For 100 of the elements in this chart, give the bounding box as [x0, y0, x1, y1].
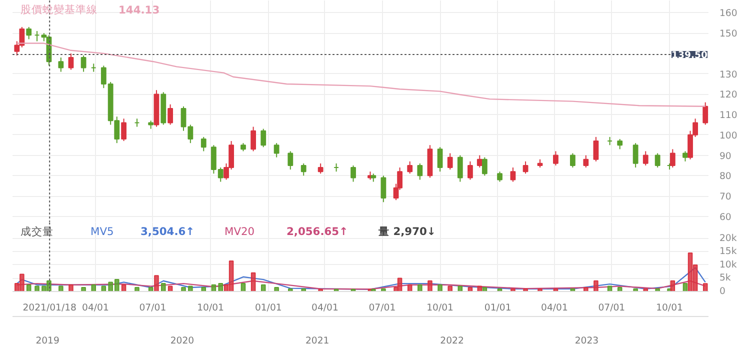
- candlestick: [350, 164, 356, 182]
- candlestick: [168, 104, 174, 126]
- y-tick-label: 5k: [720, 272, 732, 284]
- bar: [682, 283, 688, 292]
- candlestick: [497, 171, 502, 182]
- candlestick: [476, 154, 482, 168]
- candlestick: [80, 54, 86, 72]
- candlestick: [522, 160, 528, 174]
- x-tick-label: 04/01: [312, 302, 338, 314]
- y-tick-label: 160: [720, 8, 738, 20]
- ref-line-label: 139.50: [672, 50, 708, 61]
- annotation: 量 2,970↓: [378, 225, 436, 238]
- candlestick: [300, 162, 306, 176]
- annotation: 144.13: [118, 4, 160, 16]
- candlestick: [68, 52, 74, 70]
- bar: [181, 287, 186, 292]
- candlestick: [583, 154, 589, 168]
- candlestick: [407, 160, 413, 174]
- candlestick: [288, 150, 294, 170]
- bar: [477, 286, 482, 292]
- bar: [201, 287, 206, 292]
- bar: [101, 286, 106, 292]
- candlestick: [510, 167, 516, 182]
- candlestick: [417, 162, 423, 180]
- candlestick: [26, 26, 32, 40]
- candlestick: [702, 102, 708, 126]
- bar: [91, 284, 96, 292]
- ref-line-label: 2021/01/18: [22, 302, 77, 314]
- y-tick-label: 20k: [720, 232, 738, 244]
- candlestick: [642, 150, 648, 166]
- x-tick-label: 07/01: [368, 302, 396, 314]
- x-tick-label: 01/01: [484, 302, 512, 314]
- bar: [670, 280, 676, 292]
- y-tick-label: 0: [720, 286, 726, 297]
- text: MV20: [224, 225, 255, 238]
- bar: [34, 286, 40, 292]
- y-tick-label: 110: [720, 110, 738, 122]
- x2-tick-label: 2021: [305, 336, 330, 346]
- candlestick: [682, 150, 688, 162]
- candlestick: [570, 152, 576, 168]
- x-tick-label: 07/01: [598, 302, 626, 314]
- candlestick: [593, 136, 599, 162]
- y-tick-label: 130: [720, 69, 738, 80]
- y-tick-label: 120: [720, 90, 738, 101]
- bar: [134, 287, 140, 292]
- candlestick: [654, 152, 660, 168]
- y-tick-label: 100: [720, 130, 738, 142]
- bar: [594, 280, 598, 292]
- x2-tick-label: 2020: [170, 336, 194, 346]
- candlestick: [447, 152, 453, 170]
- annotation: 3,504.6↑: [140, 225, 195, 238]
- y-tick-label: 15k: [720, 246, 738, 258]
- bar: [154, 275, 159, 292]
- text: MV5: [90, 225, 114, 238]
- candlestick: [457, 154, 463, 182]
- candlestick: [260, 128, 266, 148]
- bar: [274, 287, 279, 292]
- text: 股價蛻變基準線: [20, 3, 98, 16]
- candlestick: [318, 162, 324, 174]
- x-tick-label: 07/01: [139, 302, 166, 314]
- bar: [240, 283, 246, 292]
- candlestick: [380, 175, 386, 203]
- y-tick-label: 150: [720, 28, 738, 40]
- y-tick-label: 60: [720, 212, 732, 223]
- x2-tick-label: 2022: [440, 336, 464, 346]
- x-tick-label: 10/01: [426, 302, 454, 314]
- bar: [448, 286, 452, 292]
- y-tick-label: 90: [720, 150, 732, 162]
- bar: [218, 283, 223, 292]
- x-tick-label: 10/01: [656, 302, 684, 314]
- bar: [418, 284, 422, 292]
- x-tick-label: 04/01: [541, 302, 568, 314]
- bar: [428, 280, 432, 292]
- candlestick: [553, 150, 558, 166]
- x-tick-label: 01/01: [254, 302, 282, 314]
- bar: [607, 286, 612, 292]
- chart-title: 成交量: [20, 225, 54, 238]
- y-tick-label: 70: [720, 192, 732, 203]
- candlestick: [58, 57, 64, 72]
- x-tick-label: 10/01: [197, 302, 224, 314]
- bar: [188, 286, 193, 292]
- bar: [58, 286, 64, 292]
- bar: [438, 284, 442, 292]
- candlestick: [274, 142, 280, 158]
- candlestick: [121, 118, 126, 142]
- bar: [397, 278, 402, 292]
- bar: [168, 286, 173, 292]
- candlestick: [468, 160, 473, 180]
- annotation: 2,056.65↑: [286, 225, 348, 238]
- y-tick-label: 10k: [720, 259, 738, 270]
- candlestick: [188, 124, 194, 144]
- candlestick: [437, 146, 443, 172]
- candlestick: [670, 148, 676, 168]
- x-tick-label: 04/01: [82, 302, 109, 314]
- candlestick: [632, 142, 638, 168]
- bar: [584, 287, 588, 292]
- bar: [161, 283, 166, 292]
- x2-tick-label: 2019: [36, 336, 60, 346]
- candlestick: [200, 136, 206, 152]
- candlestick: [482, 156, 488, 176]
